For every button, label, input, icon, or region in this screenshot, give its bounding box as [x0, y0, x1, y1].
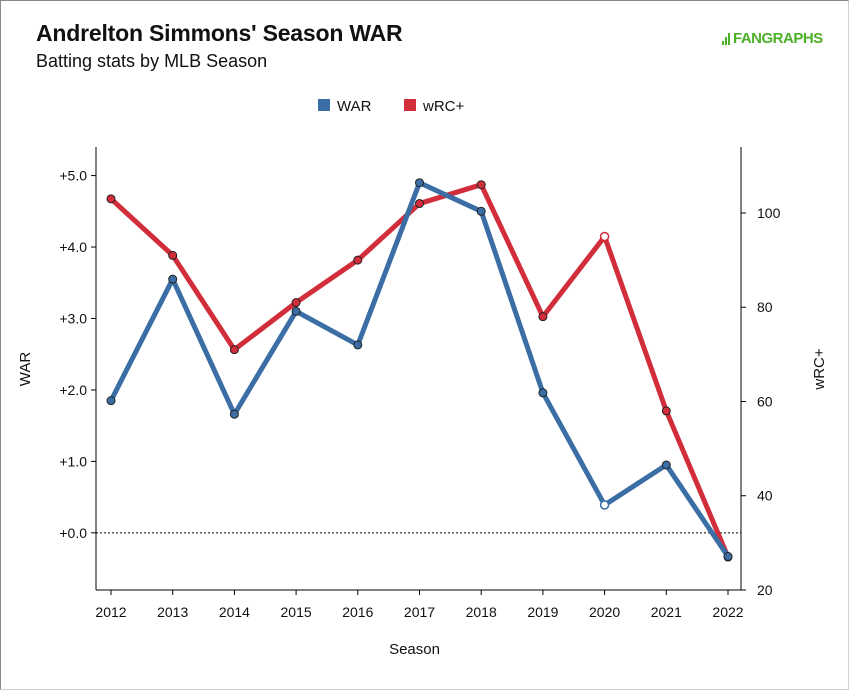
- wrc-plus-point: [415, 199, 424, 209]
- chart-legend: WAR wRC+: [318, 98, 464, 115]
- war-point: [476, 206, 486, 216]
- series-lines: [108, 180, 731, 560]
- war-point: [106, 396, 116, 406]
- y-tick-label: +1.0: [59, 453, 87, 469]
- x-tick-label: 2018: [466, 604, 497, 620]
- wrc-plus-point: [661, 406, 671, 416]
- war-point: [723, 551, 733, 561]
- war-point: [415, 178, 424, 188]
- x-axis-title: Season: [389, 641, 440, 658]
- x-tick-label: 2019: [527, 604, 558, 620]
- war-point: [353, 340, 363, 350]
- x-tick-label: 2017: [404, 604, 435, 620]
- war-point: [661, 460, 671, 470]
- wrc-plus-line: [108, 182, 731, 560]
- x-tick-label: 2016: [342, 604, 373, 620]
- wrc-plus-legend-label: wRC+: [422, 98, 464, 115]
- x-tick-label: 2012: [95, 604, 126, 620]
- war-point: [168, 274, 178, 284]
- wrc-plus-point: [476, 180, 486, 190]
- war-point: [291, 306, 301, 316]
- y2-tick-label: 40: [757, 488, 773, 504]
- x-tick-label: 2021: [651, 604, 682, 620]
- wrc-plus-point: [229, 345, 239, 355]
- chart-axes: +0.0 +1.0 +2.0 +3.0 +4.0 +5.0 20 40 60 80 100 2012 2…: [59, 147, 781, 620]
- wrc-plus-point: [599, 231, 610, 242]
- wrc-plus-point: [353, 255, 363, 265]
- wrc-plus-point: [106, 194, 116, 204]
- y-axis-title: WAR: [17, 352, 34, 387]
- axis-labels: Season WAR wRC+: [17, 348, 828, 658]
- y2-tick-label: 60: [757, 393, 773, 409]
- x-tick-label: 2022: [712, 604, 743, 620]
- wrc-plus-point: [168, 250, 178, 260]
- y2-tick-label: 100: [757, 205, 781, 221]
- war-point: [599, 500, 610, 510]
- data-markers: [106, 178, 733, 562]
- wrc-plus-legend-swatch: [404, 99, 416, 111]
- x-tick-label: 2015: [281, 604, 312, 620]
- fangraphs-logo: FANGRAPHS: [722, 30, 823, 47]
- fangraphs-logo-icon: [722, 32, 731, 45]
- y2-axis-title: wRC+: [811, 348, 828, 390]
- y-tick-label: +3.0: [59, 310, 87, 326]
- chart-title: Andrelton Simmons' Season WAR: [36, 20, 403, 46]
- wrc-plus-point: [538, 312, 548, 322]
- war-line: [108, 180, 731, 559]
- y-tick-label: +0.0: [59, 525, 87, 541]
- fangraphs-logo-text: FANGRAPHS: [733, 30, 823, 47]
- y2-tick-label: 20: [757, 582, 773, 598]
- war-legend-label: WAR: [337, 98, 372, 115]
- y-tick-label: +2.0: [59, 382, 87, 398]
- x-tick-label: 2013: [157, 604, 188, 620]
- wrc-plus-point: [291, 298, 301, 308]
- y2-tick-label: 80: [757, 299, 773, 315]
- war-point: [538, 388, 548, 398]
- y-tick-label: +5.0: [59, 168, 87, 184]
- x-tick-label: 2020: [589, 604, 620, 620]
- y-tick-label: +4.0: [59, 239, 87, 255]
- war-legend-swatch: [318, 99, 330, 111]
- chart-subtitle: Batting stats by MLB Season: [36, 51, 268, 71]
- war-point: [229, 409, 239, 419]
- x-tick-label: 2014: [219, 604, 250, 620]
